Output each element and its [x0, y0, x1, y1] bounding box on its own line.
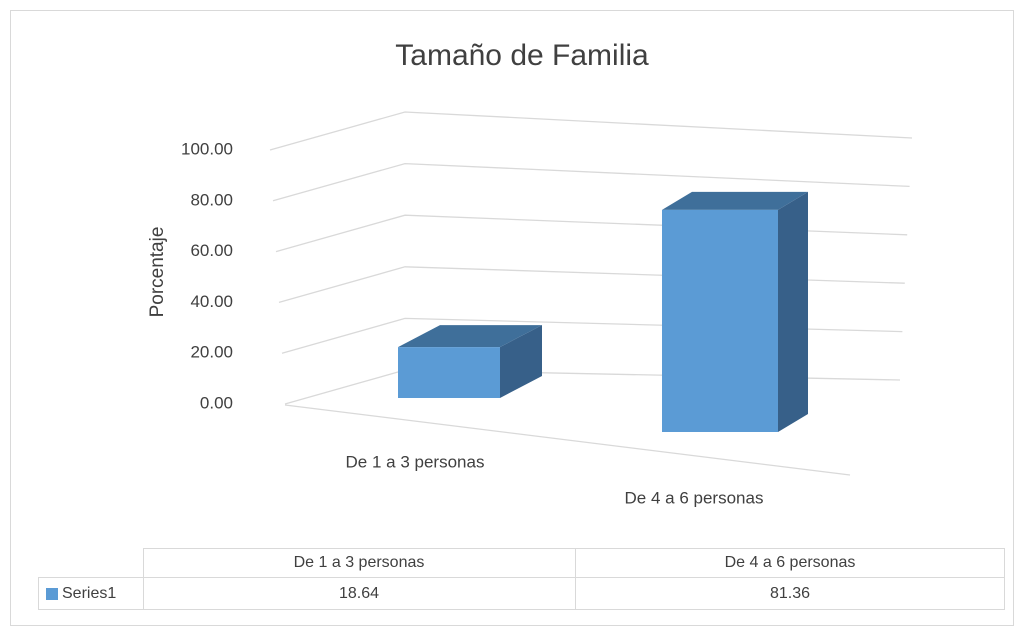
chart-border [10, 10, 1014, 626]
table-header: De 1 a 3 personas [294, 554, 425, 571]
floor-edge [284, 404, 851, 476]
bar-top [662, 191, 808, 210]
table-value: 18.64 [339, 585, 379, 602]
y-tick-label: 100.00 [181, 139, 233, 158]
table-value: 81.36 [770, 585, 810, 602]
data-table [38, 548, 1005, 610]
grid-line [269, 111, 913, 151]
y-tick-label: 20.00 [190, 343, 233, 362]
grid-line [272, 162, 910, 202]
y-tick-label: 0.00 [200, 393, 233, 412]
bar [398, 347, 500, 398]
y-tick-label: 60.00 [190, 241, 233, 260]
x-tick-label: De 1 a 3 personas [346, 452, 485, 471]
bar [662, 209, 778, 432]
bar-side [778, 191, 808, 432]
y-tick-label: 80.00 [190, 190, 233, 209]
x-tick-label: De 4 a 6 personas [625, 488, 764, 507]
table-header: De 4 a 6 personas [725, 554, 856, 571]
y-axis-label: Porcentaje [147, 227, 168, 318]
bar-side [500, 325, 542, 398]
legend-swatch [46, 588, 58, 600]
legend-label: Series1 [62, 585, 116, 602]
chart-title: Tamaño de Familia [395, 39, 649, 72]
bar-top [398, 325, 542, 348]
y-tick-label: 40.00 [190, 292, 233, 311]
